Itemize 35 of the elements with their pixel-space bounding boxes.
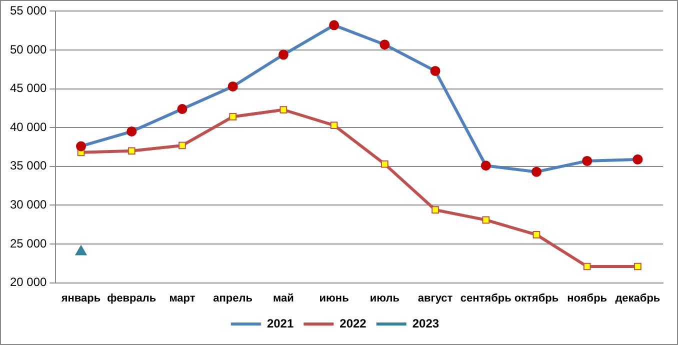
point bbox=[229, 113, 237, 120]
y-tick-label: 25 000 bbox=[10, 236, 48, 250]
legend-label: 2022 bbox=[340, 316, 367, 330]
point bbox=[128, 147, 136, 155]
point bbox=[532, 231, 540, 238]
point bbox=[280, 106, 288, 114]
x-tick-label: сентябрь bbox=[460, 292, 512, 304]
y-tick-label: 40 000 bbox=[10, 120, 48, 134]
y-tick-label: 45 000 bbox=[10, 81, 48, 96]
x-tick-label: март bbox=[169, 292, 196, 304]
x-tick-label: январь bbox=[61, 292, 101, 304]
y-tick-label: 55 000 bbox=[10, 4, 48, 18]
legend-label: 2023 bbox=[412, 316, 440, 330]
x-tick-label: август bbox=[418, 292, 454, 304]
y-tick-label: 35 000 bbox=[10, 158, 48, 173]
point bbox=[634, 262, 642, 270]
x-tick-label: апрель bbox=[213, 292, 253, 304]
point bbox=[330, 122, 338, 129]
point bbox=[482, 216, 490, 224]
point bbox=[583, 262, 591, 270]
x-tick-label: декабрь bbox=[615, 292, 660, 304]
x-tick-label: июнь bbox=[319, 292, 350, 304]
x-tick-label: октябрь bbox=[514, 292, 559, 304]
point bbox=[178, 142, 186, 150]
x-tick-label: июль bbox=[370, 292, 400, 304]
y-tick-label: 20 000 bbox=[10, 275, 48, 290]
y-tick-label: 50 000 bbox=[10, 42, 48, 56]
x-tick-label: ноябрь bbox=[567, 292, 608, 304]
point bbox=[380, 160, 388, 168]
point bbox=[75, 245, 87, 256]
y-tick-label: 30 000 bbox=[10, 198, 48, 212]
legend-label: 2021 bbox=[266, 316, 294, 330]
x-tick-label: май bbox=[273, 292, 294, 304]
x-tick-label: февраль bbox=[107, 292, 156, 304]
point bbox=[432, 206, 439, 214]
